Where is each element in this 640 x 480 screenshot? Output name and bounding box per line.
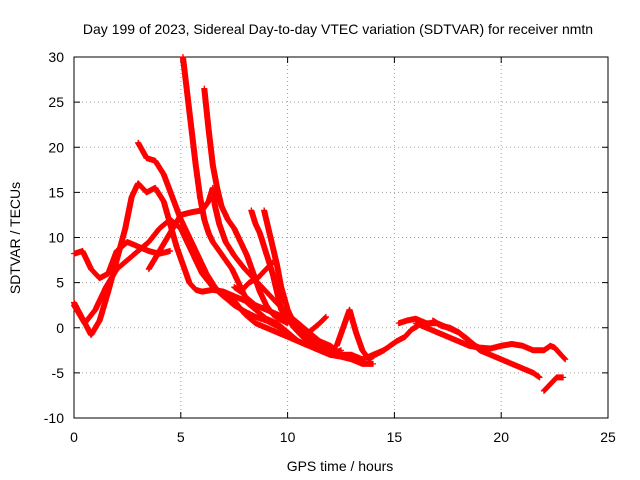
x-tick-label: 25: [600, 429, 616, 445]
series-trace-9: [248, 207, 344, 358]
y-tick-label: 20: [48, 139, 64, 155]
series-markers: [412, 320, 569, 363]
series-markers: [201, 85, 291, 327]
y-tick-label: 30: [48, 49, 64, 65]
y-tick-label: 10: [48, 230, 64, 246]
y-tick-label: -10: [44, 410, 64, 426]
x-axis-title: GPS time / hours: [287, 458, 394, 474]
series-markers: [540, 374, 567, 394]
series-markers: [135, 139, 355, 363]
series-trace-12: [333, 306, 421, 363]
chart-title: Day 199 of 2023, Sidereal Day-to-day VTE…: [83, 21, 593, 37]
y-tick-label: 5: [56, 275, 64, 291]
x-tick-label: 15: [387, 429, 403, 445]
series-trace-4: [135, 139, 355, 363]
y-tick-label: 0: [56, 320, 64, 336]
series-trace-7: [201, 85, 291, 327]
x-tick-label: 10: [280, 429, 296, 445]
series-markers: [248, 207, 344, 358]
series-markers: [288, 313, 329, 336]
y-axis-title: SDTVAR / TECUs: [7, 182, 23, 294]
series-trace-14: [412, 320, 569, 363]
series-markers: [333, 306, 421, 363]
grid-layer: [74, 57, 608, 418]
series-trace-2: [71, 239, 174, 282]
series-markers: [429, 317, 488, 354]
y-tick-labels: -10 -5 0 5 10 15 20 25 30: [44, 49, 64, 426]
series-layer: [71, 54, 569, 394]
x-tick-label: 5: [177, 429, 185, 445]
y-tick-label: -5: [52, 365, 65, 381]
series-trace-16: [540, 374, 567, 394]
series-markers: [71, 239, 174, 282]
series-trace-15: [429, 317, 488, 354]
y-tick-label: 25: [48, 94, 64, 110]
y-tick-label: 15: [48, 184, 64, 200]
series-trace-11: [288, 313, 329, 336]
x-tick-label: 20: [493, 429, 509, 445]
x-tick-label: 0: [70, 429, 78, 445]
x-tick-labels: 0 5 10 15 20 25: [70, 429, 616, 445]
